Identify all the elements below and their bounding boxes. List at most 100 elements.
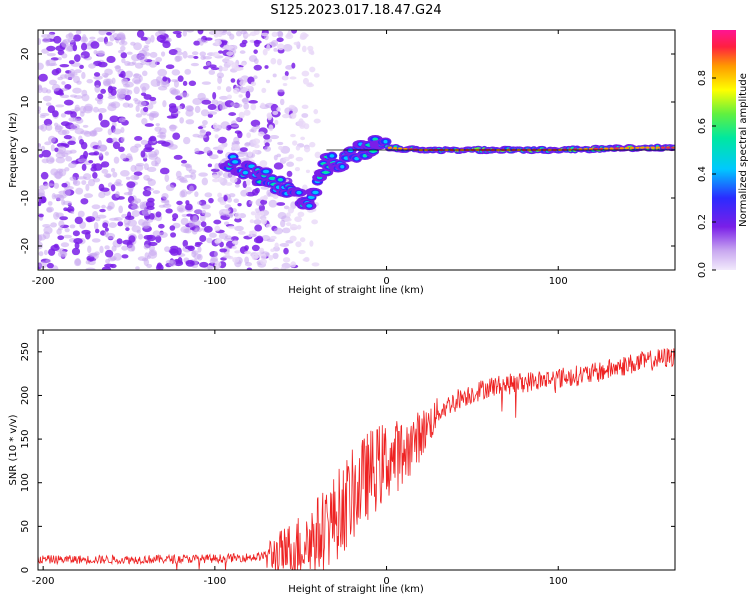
noise-speckle <box>185 109 194 117</box>
noise-speckle <box>53 122 59 127</box>
noise-speckle <box>158 231 168 238</box>
noise-speckle <box>272 194 279 199</box>
noise-speckle <box>104 227 109 232</box>
noise-speckle <box>101 72 109 78</box>
ridge-core-dot <box>660 146 666 149</box>
noise-speckle <box>89 253 98 258</box>
noise-speckle <box>38 73 48 82</box>
noise-speckle <box>255 124 261 130</box>
noise-speckle <box>146 187 155 191</box>
noise-speckle <box>118 117 126 123</box>
noise-speckle <box>117 221 124 227</box>
noise-speckle <box>138 49 148 58</box>
noise-speckle <box>248 55 258 63</box>
noise-speckle <box>107 95 117 100</box>
noise-speckle <box>173 154 183 160</box>
snr-x-ticks: -200 -100 0 100 <box>32 330 568 587</box>
noise-speckle <box>238 111 245 119</box>
noise-speckle <box>131 209 140 217</box>
noise-speckle <box>244 251 252 255</box>
ridge-blob <box>354 156 360 161</box>
noise-speckle <box>152 190 161 194</box>
noise-speckle <box>240 189 249 197</box>
noise-speckle <box>128 188 134 193</box>
noise-speckle <box>137 100 147 107</box>
noise-speckle <box>245 178 251 186</box>
noise-speckle <box>276 202 286 206</box>
noise-speckle <box>165 64 175 70</box>
noise-speckle <box>232 257 240 263</box>
noise-speckle <box>217 50 224 54</box>
noise-speckle <box>131 61 137 65</box>
noise-speckle <box>38 106 42 112</box>
noise-speckle <box>80 130 90 135</box>
noise-speckle <box>253 219 262 225</box>
noise-speckle <box>286 161 295 167</box>
noise-speckle <box>117 93 126 101</box>
noise-speckle <box>184 245 194 250</box>
colorbar-tick-label: 0.4 <box>697 166 708 182</box>
noise-speckle <box>120 169 130 177</box>
noise-speckle <box>87 245 92 254</box>
noise-speckle <box>244 245 249 251</box>
noise-speckle <box>199 261 209 268</box>
noise-speckle <box>144 218 154 223</box>
ridge-blob <box>248 164 255 169</box>
noise-speckle <box>120 127 125 134</box>
noise-speckle <box>161 193 169 200</box>
noise-speckle <box>72 179 81 187</box>
spectrogram-x-tick-label: -100 <box>203 276 226 287</box>
noise-speckle <box>253 75 258 80</box>
noise-speckle <box>96 99 103 105</box>
noise-speckle <box>148 250 158 259</box>
noise-speckle <box>69 176 77 181</box>
snr-y-label: SNR (10 * v/v) <box>8 414 19 485</box>
noise-speckle <box>53 35 62 44</box>
noise-speckle <box>40 171 49 180</box>
noise-speckle <box>254 208 259 212</box>
noise-speckle <box>69 149 77 154</box>
noise-speckle <box>69 68 75 77</box>
noise-speckle <box>81 93 90 102</box>
ridge-blob <box>321 171 330 174</box>
noise-speckle <box>103 173 112 178</box>
noise-speckle <box>92 172 98 179</box>
noise-speckle <box>74 69 82 74</box>
noise-speckle <box>116 238 123 245</box>
noise-speckle <box>307 45 314 52</box>
noise-speckle <box>191 250 197 258</box>
ridge-blob <box>368 150 378 153</box>
noise-speckle <box>168 124 178 130</box>
noise-speckle <box>181 213 188 218</box>
noise-speckle <box>176 33 182 39</box>
noise-speckle <box>99 245 104 254</box>
noise-speckle <box>250 126 257 133</box>
noise-speckle <box>148 137 157 142</box>
noise-speckle <box>276 153 281 158</box>
noise-speckle <box>243 109 251 116</box>
noise-speckle <box>97 144 108 152</box>
noise-speckle <box>118 146 125 152</box>
noise-speckle <box>59 74 68 79</box>
noise-speckle <box>300 136 306 141</box>
noise-speckle <box>98 191 106 199</box>
ridge-core-dot <box>598 147 604 150</box>
noise-speckle <box>307 82 313 86</box>
noise-speckle <box>115 65 121 72</box>
noise-speckle <box>231 240 239 244</box>
ridge-blob <box>278 178 283 182</box>
noise-speckle <box>219 248 228 253</box>
noise-speckle <box>253 236 264 244</box>
noise-speckle <box>272 73 277 78</box>
noise-speckle <box>133 73 140 78</box>
noise-speckle <box>74 107 81 112</box>
noise-speckle <box>213 33 219 38</box>
noise-speckle <box>290 30 298 34</box>
noise-speckle <box>50 222 57 228</box>
noise-speckle <box>268 199 278 208</box>
noise-speckle <box>53 182 60 189</box>
noise-speckle <box>179 117 184 124</box>
noise-speckle <box>91 238 101 243</box>
snr-x-label: Height of straight line (km) <box>288 584 424 595</box>
noise-speckle <box>260 199 268 205</box>
